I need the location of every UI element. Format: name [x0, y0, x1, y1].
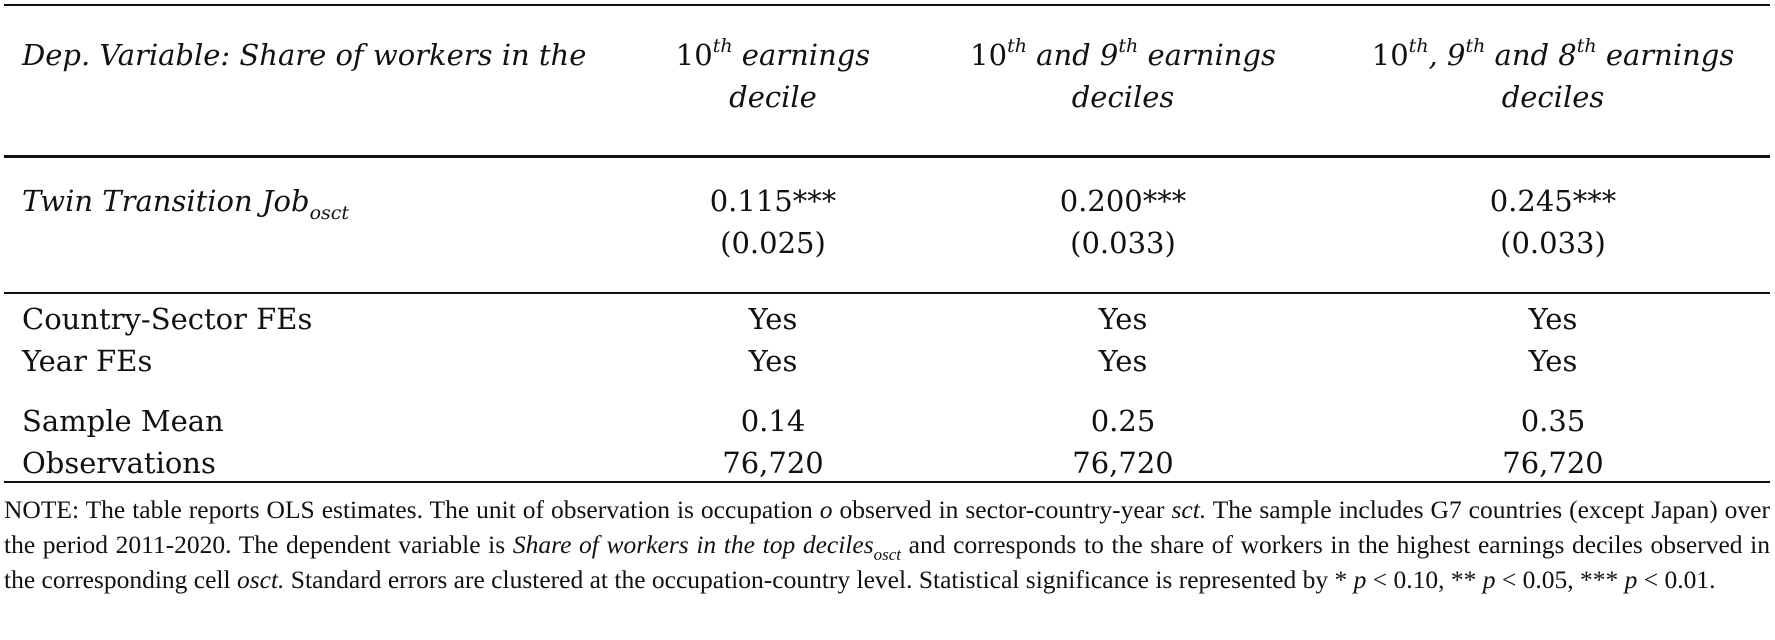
country-sector-fes-col-1: Yes — [748, 302, 798, 336]
row-label-country-sector-fes: Country-Sector FEs — [22, 302, 313, 336]
year-fes-col-3: Yes — [1528, 344, 1578, 378]
coefficient-col-2: 0.200*** — [1059, 184, 1187, 218]
column-header-3: 10th, 9th and 8th earnings deciles — [1371, 35, 1735, 115]
observations-col-2: 76,720 — [1072, 446, 1174, 480]
dep-variable-label: Dep. Variable: Share of workers in the — [22, 38, 587, 72]
table-note: NOTE: The table reports OLS estimates. T… — [4, 495, 1770, 594]
row-label-observations: Observations — [22, 446, 216, 480]
observations-col-1: 76,720 — [722, 446, 824, 480]
std-error-col-3: (0.033) — [1500, 226, 1606, 260]
year-fes-col-2: Yes — [1098, 344, 1148, 378]
sample-mean-col-3: 0.35 — [1520, 404, 1586, 438]
country-sector-fes-col-3: Yes — [1528, 302, 1578, 336]
regressor-label: Twin Transition Jobosct — [22, 184, 350, 224]
observations-col-3: 76,720 — [1502, 446, 1604, 480]
row-label-sample-mean: Sample Mean — [22, 404, 224, 438]
table-top-rule — [4, 4, 1770, 6]
table-bottom-rule — [4, 481, 1770, 483]
column-header-2: 10th and 9th earnings deciles — [970, 35, 1276, 115]
year-fes-col-1: Yes — [748, 344, 798, 378]
country-sector-fes-col-2: Yes — [1098, 302, 1148, 336]
sample-mean-col-1: 0.14 — [740, 404, 806, 438]
std-error-col-2: (0.033) — [1070, 226, 1176, 260]
table-header-rule — [4, 155, 1770, 158]
sample-mean-col-2: 0.25 — [1090, 404, 1156, 438]
row-label-year-fes: Year FEs — [22, 344, 153, 378]
coefficient-col-1: 0.115*** — [709, 184, 837, 218]
coefficient-col-3: 0.245*** — [1489, 184, 1617, 218]
column-header-1: 10th earnings decile — [675, 35, 871, 115]
std-error-col-1: (0.025) — [720, 226, 826, 260]
table-controls-rule — [4, 292, 1770, 294]
